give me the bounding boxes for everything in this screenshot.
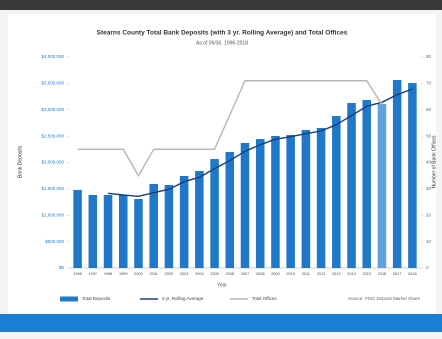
- x-tick-label: 2002: [165, 272, 173, 276]
- x-tick-label: 2013: [332, 272, 340, 276]
- line: [77, 80, 383, 178]
- x-tick-label: 2008: [256, 272, 264, 276]
- bar: [73, 189, 82, 268]
- bar: [316, 128, 326, 268]
- x-tick-label: 1996: [73, 272, 81, 276]
- y2-tick-label: 80: [426, 54, 432, 59]
- y2-tick-label: 10: [426, 239, 432, 244]
- bar: [271, 136, 280, 268]
- x-tick-label: 2005: [210, 272, 218, 276]
- y2-tick-label: 40: [426, 160, 432, 165]
- bar: [179, 176, 189, 268]
- bar: [347, 102, 356, 268]
- x-tick-label: 2017: [393, 272, 401, 276]
- bar: [134, 199, 143, 268]
- line: [107, 88, 413, 198]
- x-tick-label: 2014: [347, 272, 355, 276]
- y2-tick-label: 30: [426, 186, 432, 191]
- x-tick-label: 2016: [378, 272, 386, 276]
- x-tick-label: 2018: [408, 272, 416, 276]
- y2-tick-label: 60: [426, 107, 432, 112]
- bar: [164, 185, 174, 268]
- bar: [255, 139, 265, 268]
- y2-axis-title: Number of Bank Offices: [431, 135, 437, 188]
- y-tick-label: $3,000,000: [41, 107, 64, 112]
- legend-label: Total Offices: [252, 296, 277, 301]
- x-tick-label: 2009: [271, 272, 279, 276]
- x-tick-label: 2012: [317, 272, 325, 276]
- legend-label: Total Deposits: [82, 296, 111, 301]
- bar: [225, 152, 235, 268]
- bar: [377, 104, 387, 269]
- y-tick-label: $2,000,000: [41, 160, 64, 165]
- x-tick-label: 2011: [302, 272, 310, 276]
- x-tick-label: 2010: [286, 272, 294, 276]
- chart-title: Stearns County Total Bank Deposits (with…: [97, 30, 348, 37]
- legend-label: 3 yr. Rolling Average: [162, 296, 204, 301]
- y-tick-label: $3,500,000: [41, 81, 64, 86]
- y-tick-label: $1,000,000: [41, 212, 64, 217]
- bar: [408, 83, 417, 268]
- legend-swatch: [60, 296, 78, 302]
- x-tick-label: 2003: [180, 272, 188, 276]
- x-tick-label: 1997: [89, 272, 97, 276]
- bar: [195, 170, 204, 268]
- x-axis-title: Year: [217, 282, 227, 288]
- bar: [88, 194, 98, 268]
- y2-tick-label: 0: [426, 265, 429, 270]
- bar: [301, 130, 311, 268]
- bar: [332, 115, 341, 268]
- y-tick-label: $2,500,000: [41, 133, 64, 138]
- x-tick-label: 2007: [241, 272, 249, 276]
- bar: [103, 194, 113, 268]
- x-tick-label: 2001: [149, 272, 157, 276]
- chart-subtitle: As of 06/30, 1996-2018: [196, 40, 248, 46]
- x-tick-label: 1999: [119, 272, 127, 276]
- bar: [362, 99, 371, 269]
- y-axis-title: Bank Deposits: [17, 145, 23, 178]
- bar: [286, 135, 295, 268]
- y-tick-label: $4,000,000: [41, 54, 64, 59]
- y-tick-label: $1,500,000: [41, 186, 64, 191]
- x-tick-label: 2015: [363, 272, 371, 276]
- y2-tick-label: 50: [426, 133, 432, 138]
- y-tick-label: $500,000: [45, 239, 64, 244]
- x-tick-label: 2006: [226, 272, 234, 276]
- bar: [392, 79, 402, 269]
- y-tick-label: $0: [59, 265, 65, 270]
- bar: [119, 194, 128, 268]
- bar: [210, 159, 219, 268]
- y2-tick-label: 20: [426, 212, 432, 217]
- x-tick-label: 2004: [195, 272, 203, 276]
- bottom-band: [0, 314, 442, 332]
- y2-tick-label: 70: [426, 81, 432, 86]
- x-tick-label: 1998: [104, 272, 112, 276]
- x-tick-label: 2000: [134, 272, 142, 276]
- bar: [240, 142, 250, 268]
- top-band: [0, 0, 442, 10]
- bar: [149, 184, 158, 268]
- source-note: Source: FDIC Deposit Market Share: [348, 296, 421, 301]
